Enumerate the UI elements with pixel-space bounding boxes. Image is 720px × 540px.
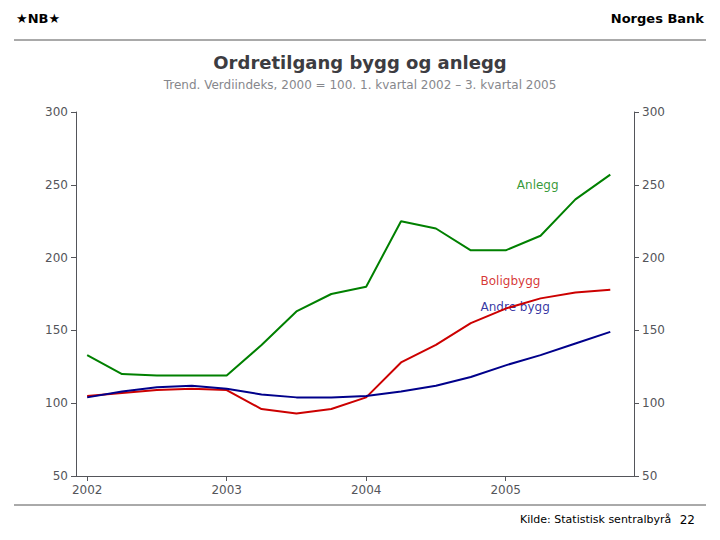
svg-text:150: 150 bbox=[45, 323, 68, 337]
svg-text:Andre bygg: Andre bygg bbox=[481, 300, 550, 314]
svg-text:Norges Bank: Norges Bank bbox=[611, 11, 705, 26]
svg-text:250: 250 bbox=[642, 178, 665, 192]
svg-text:Kilde: Statistisk sentralbyrå: Kilde: Statistisk sentralbyrå bbox=[520, 513, 671, 526]
svg-text:2004: 2004 bbox=[351, 483, 382, 497]
svg-text:2002: 2002 bbox=[72, 483, 103, 497]
svg-text:Boligbygg: Boligbygg bbox=[481, 274, 541, 288]
svg-text:50: 50 bbox=[53, 469, 68, 483]
svg-text:100: 100 bbox=[642, 396, 665, 410]
svg-text:★NB★: ★NB★ bbox=[16, 11, 60, 26]
svg-text:300: 300 bbox=[45, 105, 68, 119]
svg-text:250: 250 bbox=[45, 178, 68, 192]
svg-text:2005: 2005 bbox=[490, 483, 521, 497]
svg-text:2003: 2003 bbox=[211, 483, 242, 497]
svg-text:300: 300 bbox=[642, 105, 665, 119]
svg-text:Trend. Verdiindeks, 2000 = 100: Trend. Verdiindeks, 2000 = 100. 1. kvart… bbox=[163, 78, 557, 92]
svg-text:50: 50 bbox=[642, 469, 657, 483]
svg-text:22: 22 bbox=[680, 513, 695, 527]
svg-text:200: 200 bbox=[642, 251, 665, 265]
svg-text:100: 100 bbox=[45, 396, 68, 410]
svg-text:Ordretilgang bygg og anlegg: Ordretilgang bygg og anlegg bbox=[213, 52, 506, 73]
svg-text:200: 200 bbox=[45, 251, 68, 265]
svg-text:150: 150 bbox=[642, 323, 665, 337]
svg-text:Anlegg: Anlegg bbox=[517, 178, 559, 192]
